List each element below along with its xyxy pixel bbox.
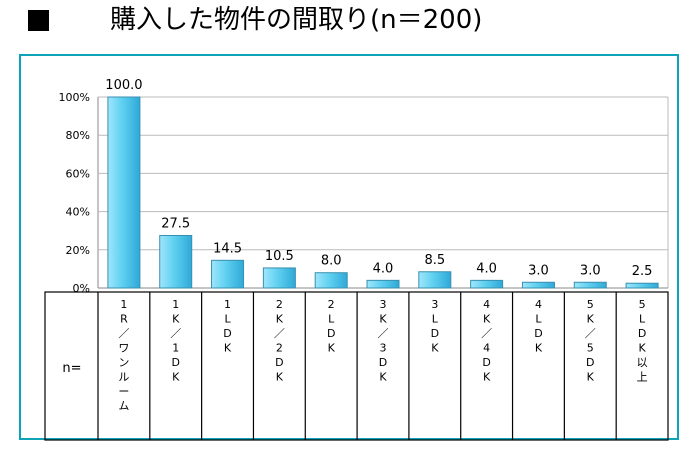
title-bar: 購入した物件の間取り(n＝200) [0,0,700,50]
bar [211,259,245,289]
category-label: 5 L D K 以上 [637,298,648,384]
category-label: 2 K ／ 2 D K [274,298,285,384]
title-bullet-square-icon [28,10,49,31]
bar [107,96,141,289]
value-label: 100.0 [105,78,142,93]
value-label: 14.5 [213,241,242,256]
y-tick-label: 60% [66,167,90,180]
category-label: 4 K ／ 4 D K [481,298,492,384]
y-tick-label: 80% [66,129,90,142]
chart-title: 購入した物件の間取り(n＝200) [110,5,483,35]
bar [366,279,400,289]
category-label: 1 R ／ワンルーム [118,298,129,413]
y-tick-label: 100% [59,91,90,104]
bar [470,279,504,289]
value-label: 8.0 [321,254,342,269]
bar [418,271,452,289]
value-label: 3.0 [528,263,549,278]
y-tick-label: 40% [66,206,90,219]
bar [314,272,348,289]
bar [262,267,296,289]
bar [159,234,193,289]
value-label: 2.5 [632,264,653,279]
value-label: 4.0 [476,261,497,276]
bar [573,281,607,289]
category-label: 3 K ／ 3 D K [378,298,389,384]
y-tick-label: 0% [73,282,90,295]
category-label: 1 K ／ 1 D K [170,298,181,384]
value-label: 8.5 [424,253,445,268]
value-label: 27.5 [161,216,190,231]
value-label: 3.0 [580,263,601,278]
value-label: 10.5 [265,249,294,264]
value-label: 4.0 [373,261,394,276]
bars [107,96,659,289]
y-tick-label: 20% [66,244,90,257]
table-header-label: n= [62,361,81,376]
bar [625,282,659,289]
grid-lines [97,96,669,289]
category-label: 5 K ／ 5 D K [585,298,596,384]
value-labels: 100.0 27.5 14.5 10.5 8.0 4.0 8.5 4.0 3.0 3.0 2.5 [105,78,652,279]
y-axis-ticks: 0% 20% 40% 60% 80% 100% [59,91,90,295]
category-labels: 1 R ／ワンルーム 1 K ／ 1 D K 1 L D K 2 K ／ 2 D K 2 L D K 3 K ／ 3 D K 3 L D K 4 K… [118,298,647,413]
bar [521,281,555,289]
category-table [44,291,669,441]
